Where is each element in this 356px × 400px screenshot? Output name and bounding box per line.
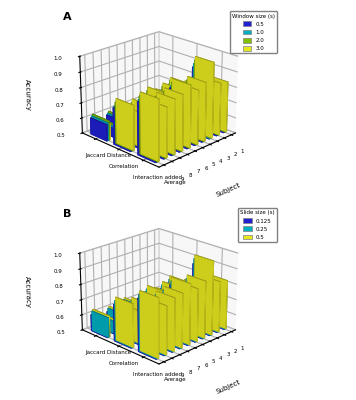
Legend: 0.5, 1.0, 2.0, 3.0: 0.5, 1.0, 2.0, 3.0 [230,11,277,54]
X-axis label: Subject: Subject [215,182,242,198]
Text: B: B [63,209,71,219]
Legend: 0.125, 0.25, 0.5: 0.125, 0.25, 0.5 [238,208,277,242]
Text: A: A [63,12,71,22]
X-axis label: Subject: Subject [215,378,242,394]
